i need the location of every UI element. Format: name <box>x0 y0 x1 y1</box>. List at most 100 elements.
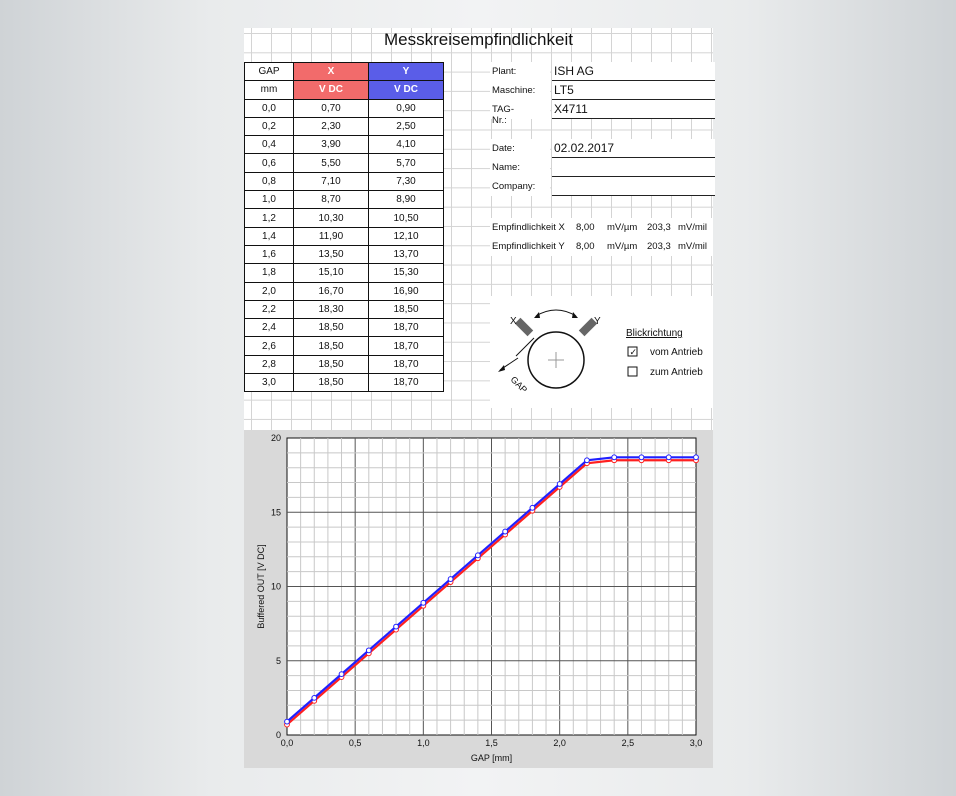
rotation-arrowhead-right <box>572 312 578 318</box>
cell-x: 18,30 <box>293 299 369 320</box>
x-tick-label: 3,0 <box>690 738 703 748</box>
probe-y-label: Y <box>594 316 601 327</box>
sensitivity-x-unit2: mV/mil <box>678 222 708 233</box>
data-point-y <box>693 454 699 461</box>
cell-y: 5,70 <box>368 153 444 173</box>
column-header-x: X <box>293 61 369 82</box>
rotation-arrow <box>535 309 577 317</box>
table-header-row: GAP X Y <box>244 61 444 82</box>
series-line-x <box>286 459 696 726</box>
y-axis-label: Buffered OUT [V DC] <box>256 544 266 628</box>
table-row: 1,0 8,70 8,90 <box>244 190 444 210</box>
machine-field[interactable]: LT5 <box>552 81 715 100</box>
cell-y: 12,10 <box>368 226 444 246</box>
measurement-sheet: Messkreisempfindlichkeit GAP X Y mm V DC… <box>244 28 715 768</box>
gap-dimension-line <box>515 337 535 357</box>
table-row: 0,0 0,70 0,90 <box>244 98 444 118</box>
tag-field[interactable]: X4711 <box>552 100 715 119</box>
date-field[interactable]: 02.02.2017 <box>552 139 715 158</box>
sensor-drawing: X Y GAP Blickrichtung ✓ vom Antrieb zum … <box>498 309 703 395</box>
data-point-y <box>393 623 399 630</box>
data-point-y <box>311 694 318 701</box>
cell-gap: 0,6 <box>244 153 294 173</box>
sensitivity-x-label: Empfindlichkeit X <box>492 222 565 233</box>
cell-y: 2,50 <box>368 116 444 137</box>
table-unit-row: mm V DC V DC <box>244 80 444 100</box>
checkbox-vom-antrieb[interactable] <box>627 346 638 357</box>
cell-gap: 0,8 <box>244 171 294 192</box>
sensitivity-y-label: Empfindlichkeit Y <box>492 241 565 252</box>
cell-gap: 2,6 <box>244 336 294 356</box>
date-label: Date: <box>492 143 515 154</box>
company-label: Company: <box>492 181 536 192</box>
y-tick-label: 15 <box>271 507 281 517</box>
rotation-arrowhead-left <box>534 312 540 318</box>
sensitivity-y-unit1: mV/µm <box>607 241 638 252</box>
cell-gap: 1,0 <box>244 190 294 210</box>
x-tick-label: 2,5 <box>622 738 635 748</box>
sensitivity-y-value2: 203,3 <box>647 241 671 252</box>
sensitivity-y-value1: 8,00 <box>576 241 595 252</box>
y-tick-label: 20 <box>271 433 281 443</box>
cell-x: 18,50 <box>293 373 369 393</box>
x-tick-label: 2,0 <box>553 738 566 748</box>
cell-gap: 2,4 <box>244 318 294 338</box>
cell-gap: 2,8 <box>244 354 294 375</box>
cell-x: 7,10 <box>293 171 369 192</box>
cell-y: 16,90 <box>368 281 444 301</box>
cell-y: 18,70 <box>368 373 444 393</box>
checkbox-zum-antrieb[interactable] <box>627 366 638 377</box>
sensitivity-x-row: Empfindlichkeit X 8,00 mV/µm 203,3 mV/mi… <box>490 218 713 237</box>
cell-y: 4,10 <box>368 135 444 155</box>
option-vom-antrieb-label: vom Antrieb <box>650 347 703 358</box>
table-row: 2,0 16,70 16,90 <box>244 281 444 301</box>
option-zum-antrieb-label: zum Antrieb <box>650 367 703 378</box>
gap-arrowhead <box>498 365 505 372</box>
chart-panel: 0,0 0,5 1,0 1,5 2,0 2,5 3,0 0 5 10 15 20 GAP [mm] Buf… <box>244 430 713 768</box>
data-point-y <box>529 504 536 511</box>
cell-y: 15,30 <box>368 263 444 283</box>
table-row: 0,6 5,50 5,70 <box>244 153 444 173</box>
cell-y: 13,70 <box>368 244 444 265</box>
line-chart: 0,0 0,5 1,0 1,5 2,0 2,5 3,0 0 5 10 15 20 GAP [mm] Buf… <box>256 433 703 763</box>
page-title: Messkreisempfindlichkeit <box>384 30 573 49</box>
tag-label: TAG-Nr.: <box>492 104 514 126</box>
data-point-y <box>611 454 618 461</box>
data-point-y <box>338 671 345 678</box>
sensitivity-x-value1: 8,00 <box>576 222 595 233</box>
x-tick-label: 0,5 <box>349 738 362 748</box>
sensitivity-x-value2: 203,3 <box>647 222 671 233</box>
table-row: 0,8 7,10 7,30 <box>244 171 444 192</box>
cell-x: 8,70 <box>293 190 369 210</box>
cell-gap: 0,0 <box>244 98 294 118</box>
company-field[interactable] <box>552 177 715 196</box>
table-row: 1,6 13,50 13,70 <box>244 244 444 265</box>
x-tick-label: 1,5 <box>485 738 498 748</box>
y-tick-label: 5 <box>276 656 281 666</box>
table-row: 2,4 18,50 18,70 <box>244 318 444 338</box>
direction-title: Blickrichtung <box>626 328 683 339</box>
plant-field[interactable]: ISH AG <box>552 62 715 81</box>
y-tick-label: 0 <box>276 730 281 740</box>
cell-y: 18,70 <box>368 318 444 338</box>
data-point-y <box>638 454 645 461</box>
checkmark-icon: ✓ <box>630 347 638 357</box>
series-line-y <box>286 456 696 723</box>
cell-y: 10,50 <box>368 208 444 228</box>
cell-x: 2,30 <box>293 116 369 137</box>
cell-x: 18,50 <box>293 336 369 356</box>
cell-x: 18,50 <box>293 354 369 375</box>
unit-gap: mm <box>244 80 294 100</box>
unit-x: V DC <box>293 80 369 100</box>
data-point-y <box>420 599 427 606</box>
cell-y: 0,90 <box>368 98 444 118</box>
cell-x: 15,10 <box>293 263 369 283</box>
cell-gap: 1,4 <box>244 226 294 246</box>
cell-x: 16,70 <box>293 281 369 301</box>
cell-x: 18,50 <box>293 318 369 338</box>
table-row: 1,4 11,90 12,10 <box>244 226 444 246</box>
x-axis-label: GAP [mm] <box>471 753 512 763</box>
name-field[interactable] <box>552 158 715 177</box>
cell-x: 10,30 <box>293 208 369 228</box>
data-point-y <box>584 457 590 464</box>
